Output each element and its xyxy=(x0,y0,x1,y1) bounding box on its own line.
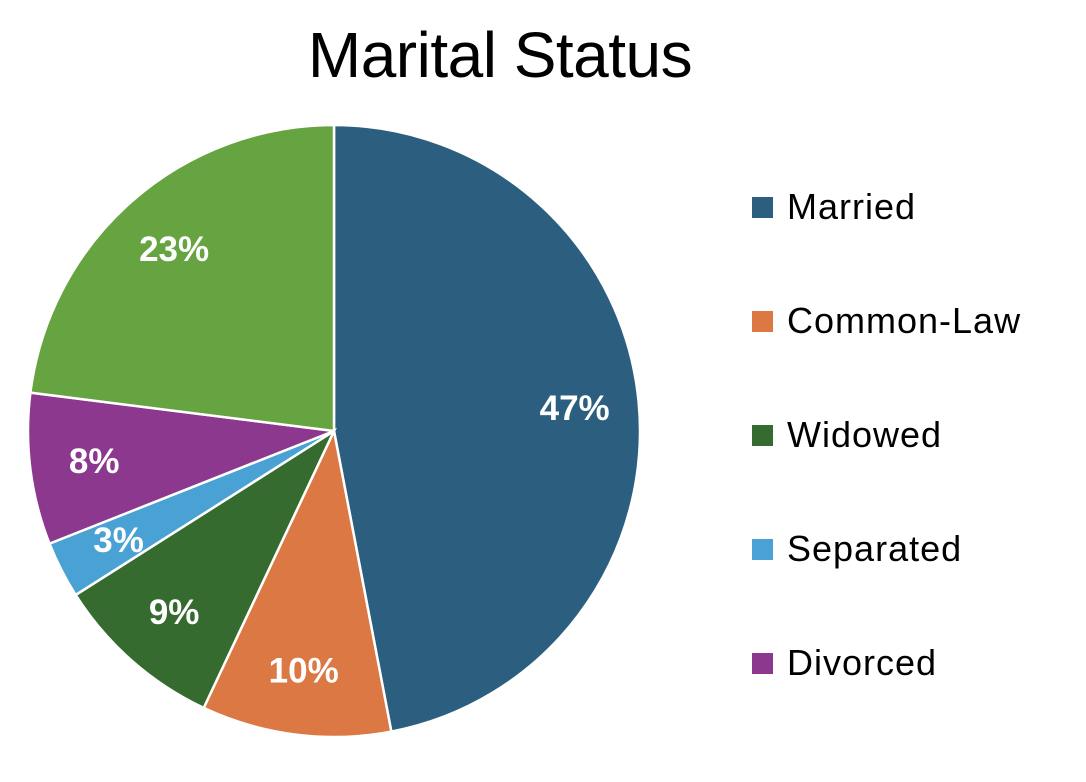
slice-unlabeled xyxy=(29,123,336,433)
legend-swatch xyxy=(752,538,773,560)
slice-divorced-label: 8% xyxy=(69,442,120,481)
legend-item: Common-Law xyxy=(752,264,1021,378)
legend-label: Divorced xyxy=(787,642,938,683)
legend-label: Married xyxy=(787,186,917,227)
chart-title: Marital Status xyxy=(307,19,693,91)
legend-label: Common-Law xyxy=(787,300,1022,341)
legend-label: Separated xyxy=(787,528,963,569)
slice-married xyxy=(332,123,642,734)
slice-widowed-label: 9% xyxy=(149,593,200,632)
legend: Married Common-Law Widowed Separated Divorce… xyxy=(752,150,1021,720)
legend-swatch xyxy=(752,424,773,446)
legend-swatch xyxy=(752,196,773,218)
legend-item: Married xyxy=(752,150,1021,264)
slice-divorced xyxy=(26,391,335,546)
legend-item: Separated xyxy=(752,492,1021,606)
slice-married-label: 47% xyxy=(540,389,610,428)
legend-label: Widowed xyxy=(787,414,943,455)
legend-swatch xyxy=(752,310,773,332)
slice-widowed xyxy=(73,427,337,710)
slice-unlabeled-label: 23% xyxy=(139,230,209,269)
legend-item: Divorced xyxy=(752,606,1021,720)
legend-item: Widowed xyxy=(752,378,1021,492)
slice-common-law-label: 10% xyxy=(269,651,339,690)
slice-common-law xyxy=(202,426,393,739)
legend-swatch xyxy=(752,652,773,674)
slice-separated-label: 3% xyxy=(93,521,144,560)
